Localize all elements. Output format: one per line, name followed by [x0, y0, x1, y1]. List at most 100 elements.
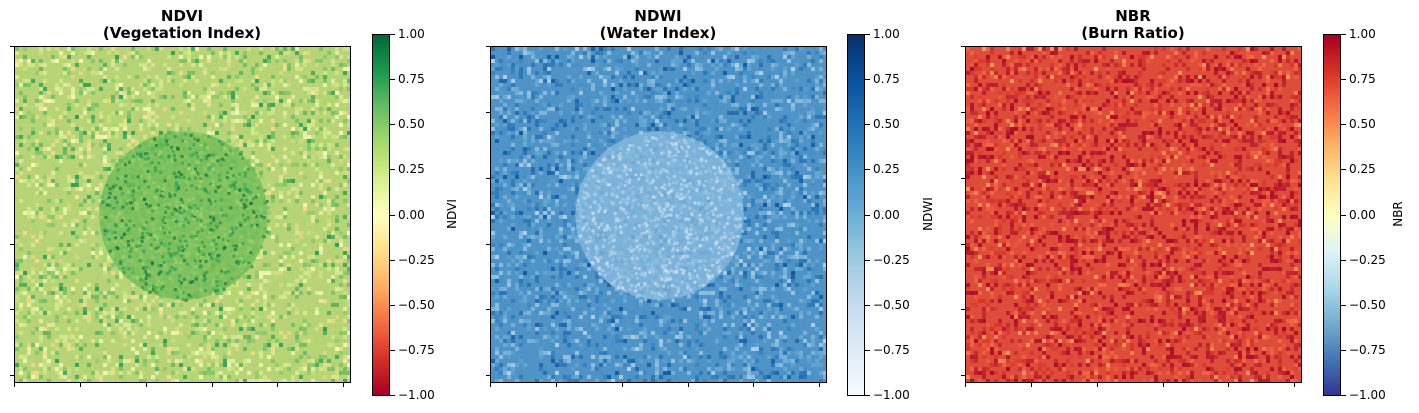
circle-noise — [575, 133, 747, 302]
colorbar-tick-label: −0.75 — [1349, 343, 1386, 357]
y-axis-tick — [10, 112, 14, 113]
y-axis-tick — [486, 309, 490, 310]
colorbar-tick — [390, 395, 395, 396]
ndwi-heatmap — [490, 46, 827, 383]
ndvi-title-line: NDVI — [160, 7, 204, 25]
y-axis-tick — [961, 375, 965, 376]
x-axis-tick — [753, 383, 754, 387]
colorbar-tick-label: −0.50 — [1349, 298, 1386, 312]
colorbar-tick — [390, 124, 395, 125]
colorbar-tick-label: 0.25 — [1349, 162, 1376, 176]
colorbar-tick-label: −1.00 — [398, 388, 435, 402]
y-axis-tick — [961, 244, 965, 245]
heatmap-noise — [966, 47, 1301, 382]
colorbar-tick-label: −0.75 — [398, 343, 435, 357]
colorbar-tick — [865, 124, 870, 125]
x-axis-tick — [965, 383, 966, 387]
colorbar-tick — [1341, 395, 1346, 396]
x-axis-tick — [80, 383, 81, 387]
colorbar-tick-label: −0.75 — [873, 343, 910, 357]
colorbar-tick — [1341, 215, 1346, 216]
nbr-subtitle-line: (Burn Ratio) — [1081, 24, 1185, 42]
ndvi-colorbar — [372, 34, 390, 396]
nbr-title-line: NBR — [1115, 7, 1151, 25]
colorbar-tick — [390, 169, 395, 170]
colorbar-tick-label: 0.50 — [398, 117, 425, 131]
circle-noise — [99, 132, 271, 302]
colorbar-tick — [1341, 79, 1346, 80]
nbr-colorbar-label: NBR — [1390, 201, 1405, 227]
colorbar-tick-label: 0.50 — [1349, 117, 1376, 131]
colorbar-tick-label: 0.00 — [398, 208, 425, 222]
colorbar-tick — [865, 79, 870, 80]
colorbar-tick-label: 0.75 — [398, 72, 425, 86]
nbr-heatmap — [965, 46, 1302, 383]
colorbar-tick — [865, 395, 870, 396]
ndwi-subtitle-line: (Water Index) — [599, 24, 717, 42]
colorbar-tick-label: −0.25 — [1349, 253, 1386, 267]
colorbar-tick-label: 0.00 — [1349, 208, 1376, 222]
x-axis-tick — [1294, 383, 1295, 387]
y-axis-tick — [10, 178, 14, 179]
x-axis-tick — [277, 383, 278, 387]
colorbar-tick — [390, 260, 395, 261]
colorbar-tick-label: 0.25 — [398, 162, 425, 176]
nbr-title: NBR (Burn Ratio) — [953, 8, 1313, 42]
ndvi-subtitle-line: (Vegetation Index) — [102, 24, 262, 42]
colorbar-tick — [865, 305, 870, 306]
colorbar-tick-label: 0.75 — [873, 72, 900, 86]
colorbar-tick — [390, 350, 395, 351]
colorbar-tick-label: 1.00 — [398, 27, 425, 41]
colorbar-tick — [865, 215, 870, 216]
colorbar-tick — [1341, 305, 1346, 306]
x-axis-tick — [146, 383, 147, 387]
x-axis-tick — [819, 383, 820, 387]
colorbar-tick — [1341, 124, 1346, 125]
y-axis-tick — [10, 46, 14, 47]
ndvi-heatmap-svg — [15, 47, 350, 382]
colorbar-tick-label: −0.25 — [873, 253, 910, 267]
colorbar-tick-label: −1.00 — [873, 388, 910, 402]
y-axis-tick — [10, 244, 14, 245]
colorbar-tick — [865, 34, 870, 35]
y-axis-tick — [486, 46, 490, 47]
x-axis-tick — [343, 383, 344, 387]
x-axis-tick — [490, 383, 491, 387]
ndvi-colorbar-label: NDVI — [444, 199, 459, 229]
ndwi-colorbar-label: NDWI — [920, 197, 935, 231]
x-axis-tick — [1097, 383, 1098, 387]
ndvi-title: NDVI (Vegetation Index) — [2, 8, 362, 42]
colorbar-tick-label: 0.25 — [873, 162, 900, 176]
colorbar-tick — [390, 305, 395, 306]
y-axis-tick — [961, 309, 965, 310]
y-axis-tick — [486, 375, 490, 376]
x-axis-tick — [556, 383, 557, 387]
colorbar-tick-label: 1.00 — [1349, 27, 1376, 41]
colorbar-tick-label: 0.75 — [1349, 72, 1376, 86]
colorbar-tick — [390, 79, 395, 80]
nbr-colorbar — [1323, 34, 1341, 396]
colorbar-tick — [390, 215, 395, 216]
colorbar-tick — [865, 260, 870, 261]
colorbar-tick — [1341, 34, 1346, 35]
colorbar-tick-label: −0.50 — [873, 298, 910, 312]
ndwi-heatmap-svg — [491, 47, 826, 382]
colorbar-tick — [390, 34, 395, 35]
x-axis-tick — [1228, 383, 1229, 387]
x-axis-tick — [1031, 383, 1032, 387]
colorbar-tick-label: 1.00 — [873, 27, 900, 41]
x-axis-tick — [1163, 383, 1164, 387]
y-axis-tick — [486, 178, 490, 179]
y-axis-tick — [486, 112, 490, 113]
colorbar-tick-label: 0.00 — [873, 208, 900, 222]
y-axis-tick — [961, 178, 965, 179]
ndwi-colorbar — [847, 34, 865, 396]
colorbar-tick-label: 0.50 — [873, 117, 900, 131]
colorbar-tick-label: −0.25 — [398, 253, 435, 267]
y-axis-tick — [961, 46, 965, 47]
y-axis-tick — [961, 112, 965, 113]
colorbar-tick — [1341, 260, 1346, 261]
heatmap-circle-feature — [575, 131, 744, 300]
colorbar-tick-label: −0.50 — [398, 298, 435, 312]
ndvi-heatmap — [14, 46, 351, 383]
